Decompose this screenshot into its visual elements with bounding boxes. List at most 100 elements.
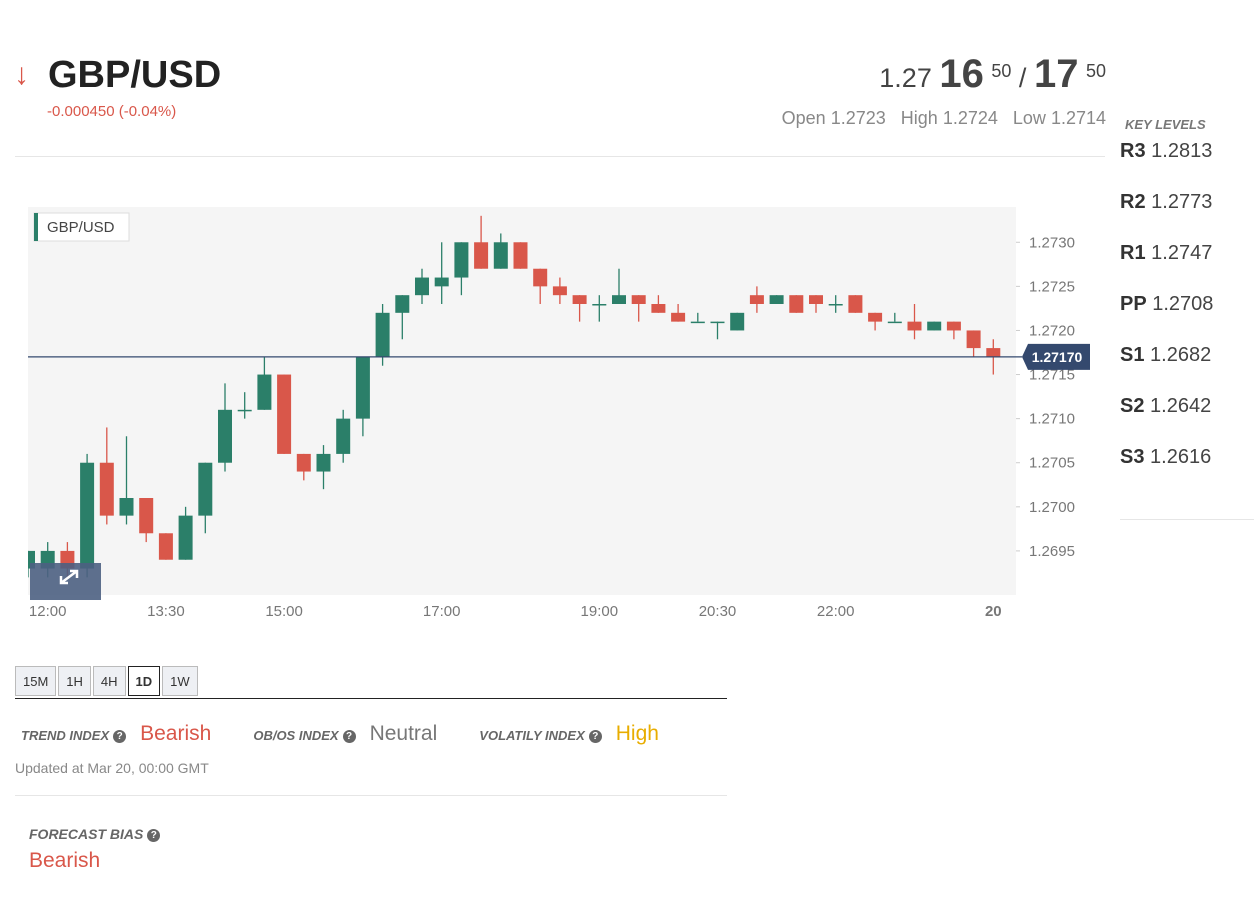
expand-button[interactable] (30, 563, 101, 600)
x-tick-label: 13:30 (147, 603, 185, 620)
candle-body (454, 242, 469, 278)
candle-body (277, 374, 292, 454)
candle-body (730, 312, 745, 331)
ask-small: 50 (1085, 61, 1106, 81)
key-level-name: R3 (1120, 140, 1146, 162)
y-tick-label: 1.2695 (1029, 543, 1075, 560)
open-label: Open (781, 108, 826, 128)
candle-body (907, 321, 922, 331)
candle-body (434, 277, 449, 287)
updated: Updated at Mar 20, 00:00 GMT (15, 760, 209, 776)
index: VOLATILY INDEX? High (479, 722, 659, 746)
candle-body (474, 242, 489, 269)
legend-box (33, 212, 130, 242)
y-tick-label: 1.2720 (1029, 322, 1075, 339)
key-level-name: S2 (1120, 395, 1145, 417)
key-level: R3 1.2813 (1120, 140, 1213, 191)
divider (1120, 519, 1254, 520)
timeframe-button[interactable]: 1D (127, 666, 161, 696)
candle-body (99, 462, 114, 516)
index: OB/OS INDEX? Neutral (253, 722, 437, 746)
ohl: Open 1.2723 High 1.2724 Low 1.2714 (782, 108, 1106, 129)
x-tick-label: 17:00 (423, 603, 461, 620)
candle-body (355, 356, 370, 419)
candle-body (946, 321, 961, 331)
candle-body (415, 277, 429, 296)
timeframe-button[interactable]: 15M (15, 666, 57, 696)
candle-body (80, 462, 95, 569)
key-levels: R3 1.2813 R2 1.2773 R1 1.2747 PP 1.2708 S1 1… (1120, 140, 1213, 497)
x-tick-label: 20 (985, 603, 1002, 620)
divider (15, 795, 727, 796)
timeframe-button[interactable]: 4H (92, 666, 126, 696)
candle-body (927, 321, 942, 331)
ask-big: 17 (1033, 52, 1079, 96)
down-arrow: ↓ (14, 58, 29, 91)
y-tick-label: 1.2715 (1029, 367, 1075, 384)
legend-swatch (34, 213, 38, 241)
low-value: 1.2714 (1050, 108, 1106, 128)
index-label: OB/OS INDEX (253, 728, 339, 743)
current-price-label: 1.27170 (1032, 349, 1083, 365)
key-level-name: R1 (1120, 242, 1146, 264)
forecast-label: FORECAST BIAS? (29, 826, 161, 842)
candle-body (237, 409, 252, 412)
key-level: S2 1.2642 (1120, 395, 1213, 446)
legend-label: GBP/USD (47, 219, 115, 236)
candle-body (710, 321, 725, 324)
candle-body (671, 312, 686, 322)
x-tick-label: 12:00 (29, 603, 67, 620)
candle-body (296, 453, 311, 472)
x-tick-label: 20:30 (699, 603, 737, 620)
y-tick-label: 1.2705 (1029, 455, 1075, 472)
key-level: S1 1.2682 (1120, 344, 1213, 395)
plot (28, 215, 1001, 578)
x-tick-label: 15:00 (265, 603, 303, 620)
high-label: High (900, 108, 938, 128)
divider (15, 156, 1105, 157)
candle-body (375, 312, 390, 357)
candle-body (809, 295, 823, 304)
timeframe-button[interactable]: 1H (58, 666, 91, 696)
candle-body (612, 295, 626, 304)
index-value: Bearish (140, 722, 212, 745)
candle-body (986, 348, 1001, 357)
key-level-value: 1.2813 (1151, 140, 1213, 162)
index-value: High (615, 722, 659, 745)
help-icon: ? (342, 730, 356, 743)
candle-body (158, 533, 173, 560)
low-label: Low (1012, 108, 1046, 128)
timeframes: 15M 1H 4H 1D 1W (15, 666, 727, 699)
candle-body (828, 304, 843, 306)
candle-body (572, 295, 587, 304)
index: TREND INDEX? Bearish (21, 722, 211, 746)
symbol: GBP/USD (48, 54, 222, 96)
index-label: TREND INDEX (21, 728, 110, 743)
candle-body (592, 304, 607, 306)
candle-body (178, 515, 193, 560)
key-level-name: PP (1120, 293, 1147, 315)
plot-area (28, 207, 1016, 595)
candle-body (139, 498, 154, 534)
help-icon: ? (588, 730, 602, 743)
y-tick-label: 1.2730 (1029, 234, 1075, 251)
bid-small: 50 (991, 61, 1012, 81)
axes: 1.2695 1.2700 1.2705 1.2710 1.2715 1.2720 1.27… (28, 234, 1090, 620)
key-level: R1 1.2747 (1120, 242, 1213, 293)
help-icon: ? (113, 730, 127, 743)
candle-body (218, 409, 232, 463)
candle-body (651, 304, 666, 313)
expand-icon (59, 569, 79, 585)
forecast-label-text: FORECAST BIAS (29, 826, 144, 842)
candle-body (198, 462, 213, 516)
key-level-name: R2 (1120, 191, 1146, 213)
change: -0.000450 (-0.04%) (47, 103, 177, 120)
timeframe-button[interactable]: 1W (162, 666, 198, 696)
candle-body (513, 242, 528, 269)
candle-body (690, 321, 705, 324)
candle-body (119, 498, 134, 516)
candle-body (769, 295, 784, 304)
indices: TREND INDEX? Bearish OB/OS INDEX? Neutral VO… (21, 722, 659, 746)
bid-big: 16 (939, 52, 984, 96)
